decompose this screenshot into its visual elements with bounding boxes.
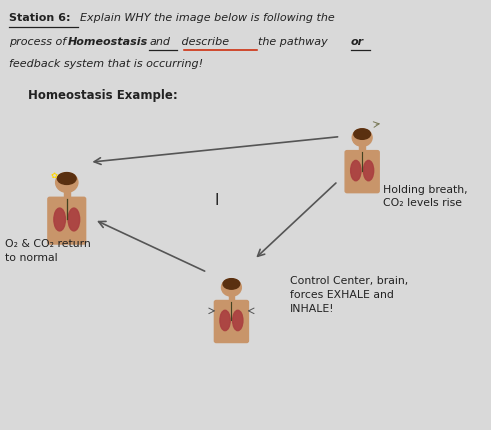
Text: ✿: ✿ (51, 171, 58, 180)
Circle shape (221, 279, 242, 297)
Text: describe: describe (178, 37, 229, 46)
Ellipse shape (68, 209, 80, 231)
Text: Homeostasis Example:: Homeostasis Example: (28, 89, 178, 102)
Ellipse shape (351, 161, 361, 181)
Text: feedback system that is occurring!: feedback system that is occurring! (9, 59, 203, 69)
Text: O₂ & CO₂ return
to normal: O₂ & CO₂ return to normal (5, 239, 91, 262)
Circle shape (55, 173, 78, 193)
Ellipse shape (220, 310, 230, 331)
Text: process of: process of (9, 37, 69, 46)
Circle shape (352, 129, 372, 147)
Ellipse shape (223, 279, 240, 289)
Text: Explain WHY the image below is following the: Explain WHY the image below is following… (80, 13, 334, 23)
Text: and: and (149, 37, 170, 46)
Text: or: or (351, 37, 364, 46)
FancyBboxPatch shape (64, 192, 70, 200)
Text: the pathway: the pathway (258, 37, 328, 46)
Text: I: I (215, 193, 219, 208)
Text: Holding breath,
CO₂ levels rise: Holding breath, CO₂ levels rise (383, 184, 467, 208)
Text: Homeostasis: Homeostasis (68, 37, 148, 46)
Ellipse shape (54, 209, 65, 231)
FancyBboxPatch shape (359, 146, 365, 154)
Text: Control Center, brain,
forces EXHALE and
INHALE!: Control Center, brain, forces EXHALE and… (290, 276, 408, 313)
FancyBboxPatch shape (345, 151, 379, 193)
Ellipse shape (57, 173, 76, 185)
FancyBboxPatch shape (229, 295, 234, 303)
Ellipse shape (354, 129, 371, 140)
FancyBboxPatch shape (215, 301, 248, 343)
Text: Station 6:: Station 6: (9, 13, 70, 23)
Ellipse shape (233, 310, 243, 331)
FancyBboxPatch shape (48, 198, 85, 245)
Ellipse shape (363, 161, 374, 181)
